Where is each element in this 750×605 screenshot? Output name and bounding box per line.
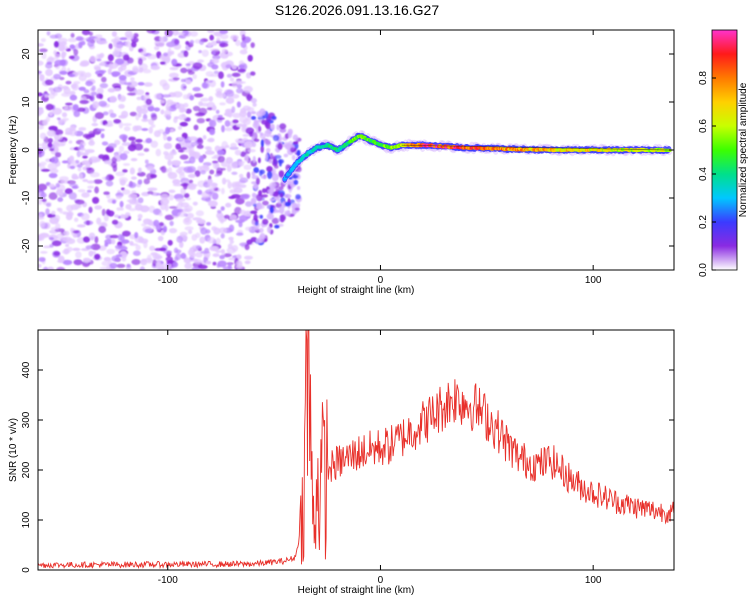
snr-xtick-label: -100: [158, 575, 178, 586]
snr-ytick-label: 300: [21, 411, 32, 428]
snr-xtick-label: 100: [585, 575, 602, 586]
noise-speckles: [38, 30, 303, 270]
spectrogram-xlabel: Height of straight line (km): [298, 285, 415, 296]
snr-xlabel: Height of straight line (km): [298, 585, 415, 596]
colorbar-tick-label: 0.6: [698, 119, 709, 133]
snr-plot-area: [38, 330, 674, 570]
colorbar-tick-label: 0.4: [698, 167, 709, 181]
snr-frame: [37, 329, 675, 571]
snr-panel: -100 0 100 0 100 200 300 400 Height of straight…: [8, 329, 675, 596]
spectrogram-heatmap: [38, 30, 673, 270]
spectrogram-ytick-label: 0: [21, 147, 32, 153]
snr-ytick-label: 100: [21, 511, 32, 528]
spectrogram-xtick-label: -100: [158, 275, 178, 286]
colorbar: 0.0 0.2 0.4 0.6 0.8 Normalized spectral ampl…: [698, 29, 749, 277]
spectrogram-ytick-label: -10: [21, 190, 32, 205]
spectrogram-ytick-label: 20: [21, 48, 32, 60]
snr-ticks: -100 0 100 0 100 200 300 400: [21, 330, 674, 586]
figure-title: S126.2026.091.13.16.G27: [275, 2, 439, 18]
snr-ylabel: SNR (10 * v/v): [8, 418, 19, 482]
colorbar-tick-label: 0.2: [698, 215, 709, 229]
ridge-core-line: [401, 144, 670, 151]
spectrogram-ytick-label: 10: [21, 96, 32, 108]
spectrogram-ytick-label: -20: [21, 238, 32, 253]
snr-series-line: [38, 330, 674, 570]
snr-ytick-label: 400: [21, 361, 32, 378]
spectrogram-ylabel: Frequency (Hz): [8, 116, 19, 185]
signal-ridge: [281, 130, 673, 185]
snr-xtick-label: 0: [378, 575, 384, 586]
colorbar-gradient: [711, 29, 738, 271]
snr-ytick-label: 0: [21, 567, 32, 573]
colorbar-label: Normalized spectral amplitude: [738, 82, 749, 217]
spectrogram-xtick-label: 100: [585, 275, 602, 286]
spectrogram-xtick-label: 0: [378, 275, 384, 286]
snr-ytick-label: 200: [21, 461, 32, 478]
colorbar-ticks: 0.0 0.2 0.4 0.6 0.8: [698, 71, 716, 277]
colorbar-tick-label: 0.0: [698, 263, 709, 277]
colorbar-tick-label: 0.8: [698, 71, 709, 85]
